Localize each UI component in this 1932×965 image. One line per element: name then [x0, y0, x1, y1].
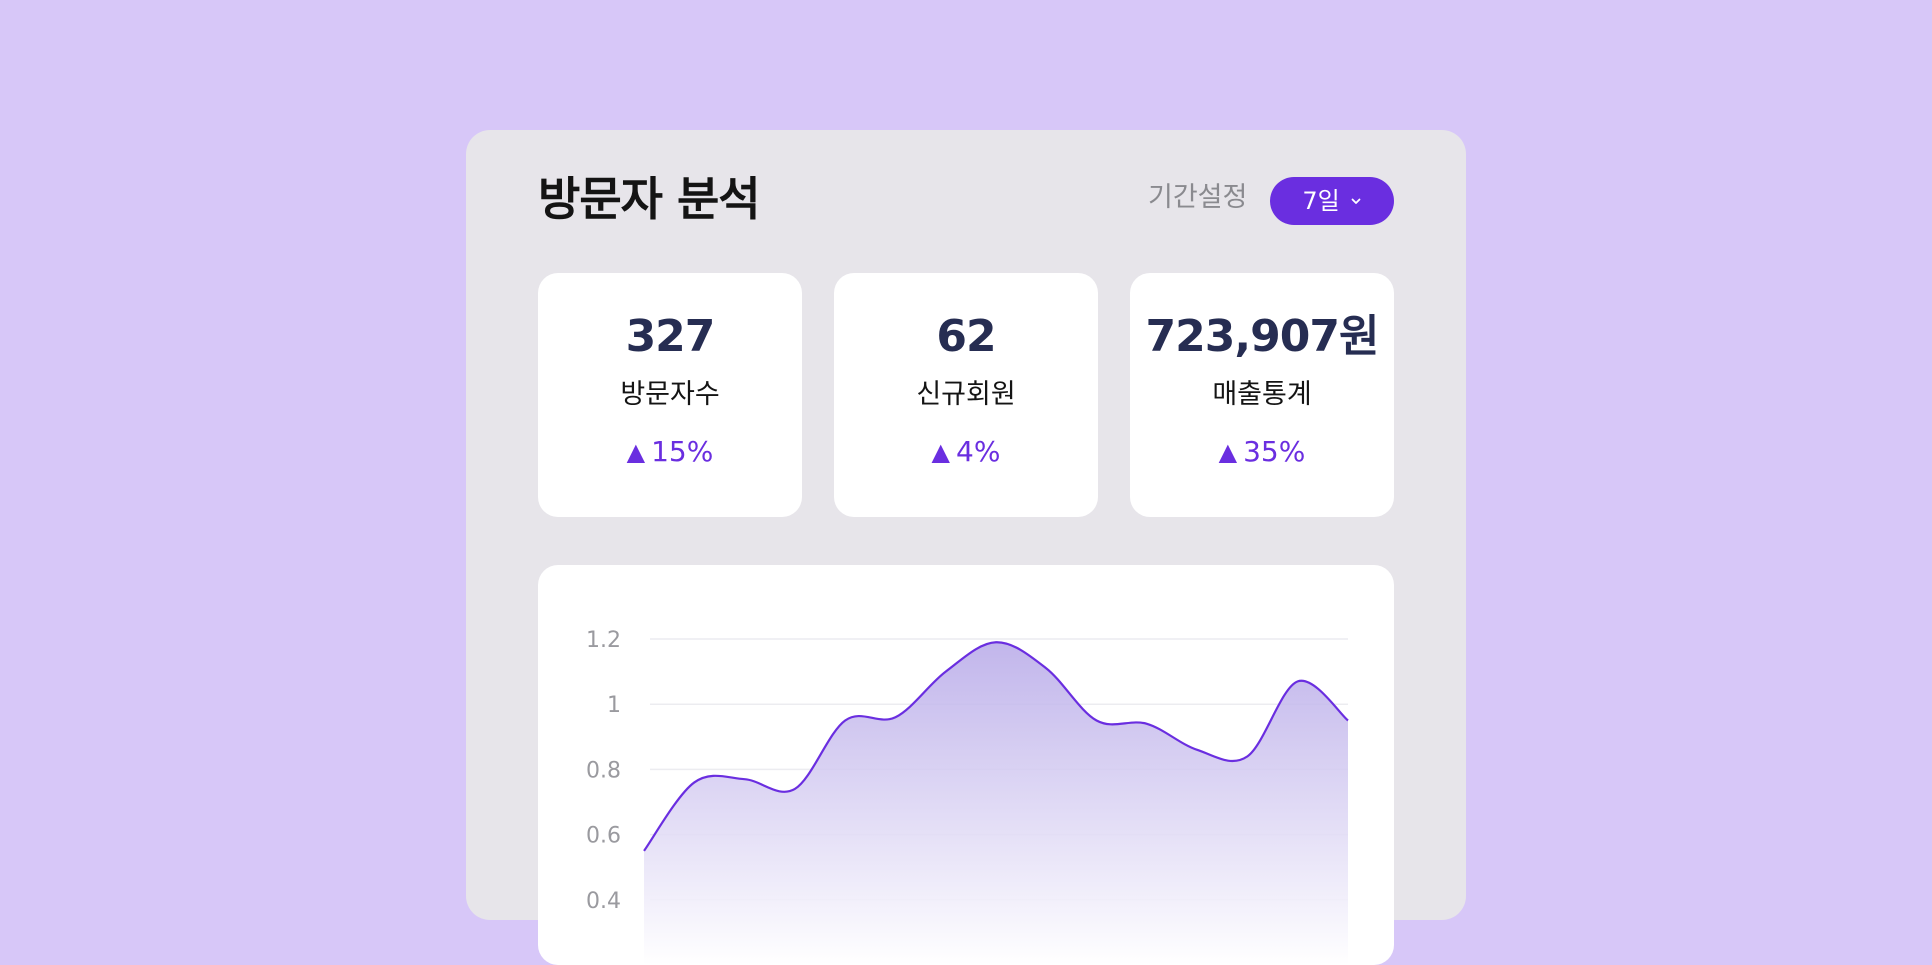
page-title: 방문자 분석: [538, 172, 761, 226]
series-area: [644, 642, 1348, 965]
stat-change: ▲ 35%: [1130, 435, 1394, 469]
period-select-value: 7일: [1302, 187, 1340, 215]
area-chart: 1.2 1 0.8 0.6 0.4: [586, 628, 1349, 965]
period-select[interactable]: 7일: [1270, 177, 1394, 225]
stat-label: 매출통계: [1212, 379, 1312, 410]
y-tick-label: 0.4: [586, 889, 621, 914]
triangle-up-icon: ▲: [626, 437, 646, 466]
triangle-up-icon: ▲: [931, 437, 951, 466]
stat-change: ▲ 15%: [538, 435, 802, 469]
stat-change-value: 35%: [1243, 435, 1306, 468]
stat-change-value: 15%: [651, 435, 714, 468]
period-label: 기간설정: [1148, 182, 1248, 213]
stat-label: 신규회원: [916, 379, 1016, 410]
series-line: [643, 641, 1349, 852]
stat-change-value: 4%: [956, 435, 1001, 468]
stat-label: 방문자수: [620, 379, 720, 410]
stat-value: 62: [936, 311, 996, 362]
visitor-chart: 1.2 1 0.8 0.6 0.4: [538, 565, 1394, 965]
y-tick-label: 0.8: [586, 758, 621, 783]
stat-card-sales: 723,907원 매출통계 ▲ 35%: [1130, 273, 1394, 517]
stat-card-visitors: 327 방문자수 ▲ 15%: [538, 273, 802, 517]
y-tick-label: 1.2: [586, 628, 621, 653]
stat-card-new-members: 62 신규회원 ▲ 4%: [834, 273, 1098, 517]
y-tick-label: 0.6: [586, 824, 621, 849]
stat-change: ▲ 4%: [834, 435, 1098, 469]
visitor-analysis-panel: 방문자 분석 기간설정 7일 327 방문자수 ▲ 15% 62 신규회원 ▲ …: [466, 130, 1466, 965]
y-tick-label: 1: [607, 693, 621, 718]
stat-value: 327: [625, 311, 716, 362]
triangle-up-icon: ▲: [1218, 437, 1238, 466]
stat-value: 723,907원: [1145, 311, 1380, 362]
chevron-down-icon: [1350, 195, 1362, 207]
